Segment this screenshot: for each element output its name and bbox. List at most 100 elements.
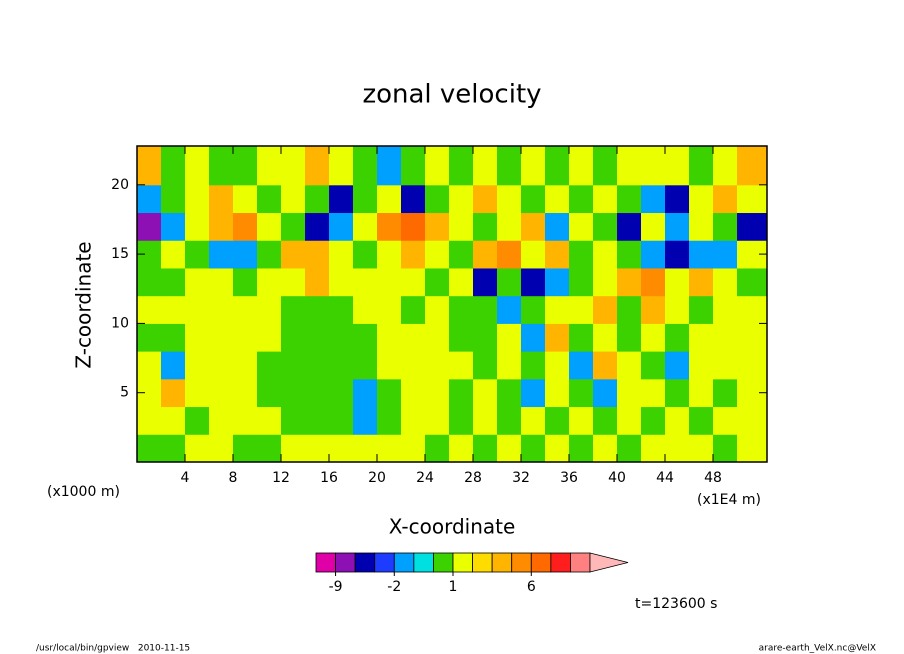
field-cell [377, 434, 402, 463]
field-cell [665, 146, 690, 186]
field-cell [425, 146, 450, 186]
field-cell [305, 434, 330, 463]
field-cell [161, 184, 186, 214]
field-cell [473, 212, 498, 241]
field-cell [401, 146, 426, 186]
field-cell [497, 146, 522, 186]
field-cell [569, 212, 594, 241]
field-cell [569, 295, 594, 324]
colorbar-segment [354, 552, 376, 573]
field-cell [665, 351, 690, 380]
field-cell [521, 184, 546, 214]
field-cell [449, 378, 474, 408]
field-cell [329, 295, 354, 324]
field-cell [617, 351, 642, 380]
field-cell [377, 323, 402, 352]
field-cell [257, 184, 282, 214]
field-cell [353, 406, 378, 435]
field-cell [689, 295, 714, 324]
field-cell [689, 212, 714, 241]
field-cell [209, 146, 234, 186]
field-cell [665, 184, 690, 214]
field-cell [233, 146, 258, 186]
field-cell [689, 240, 714, 269]
field-cell [401, 323, 426, 352]
field-cell [521, 295, 546, 324]
field-cell [641, 212, 666, 241]
field-cell [305, 146, 330, 186]
colorbar-segment [433, 552, 454, 573]
field-cell [281, 267, 306, 297]
field-cell [401, 406, 426, 435]
colorbar-segment [413, 552, 434, 573]
colorbar-segment [472, 552, 493, 573]
colorbar-tick-label: 1 [449, 579, 458, 595]
field-cell [161, 434, 186, 463]
field-cell [209, 267, 234, 297]
field-cell [473, 295, 498, 324]
field-cell [617, 323, 642, 352]
field-cell [233, 295, 258, 324]
field-cell [665, 267, 690, 297]
colorbar-segment [550, 552, 571, 573]
field-cell [593, 295, 618, 324]
field-cell [545, 406, 570, 435]
colorbar-segment [491, 552, 513, 573]
field-cell [425, 240, 450, 269]
field-cell [473, 406, 498, 435]
field-cell [353, 323, 378, 352]
field-cell [401, 295, 426, 324]
field-cell [497, 378, 522, 408]
field-cell [473, 184, 498, 214]
field-cell [689, 267, 714, 297]
field-cell [737, 434, 768, 463]
field-cell [209, 378, 234, 408]
field-cell [593, 240, 618, 269]
field-cell [713, 434, 738, 463]
field-cell [737, 295, 768, 324]
field-cell [305, 240, 330, 269]
field-cell [545, 212, 570, 241]
field-cell [569, 240, 594, 269]
x-tick-label: 16 [320, 470, 338, 486]
field-cell [161, 240, 186, 269]
field-cell [329, 434, 354, 463]
field-cell [713, 267, 738, 297]
colorbar-segment [315, 552, 336, 573]
field-cell [257, 295, 282, 324]
field-cell [353, 240, 378, 269]
field-cell [377, 184, 402, 214]
field-cell [137, 295, 162, 324]
field-cell [665, 406, 690, 435]
field-cell [329, 240, 354, 269]
field-cell [209, 351, 234, 380]
field-cell [665, 212, 690, 241]
field-cell [377, 240, 402, 269]
x-tick-label: 8 [229, 470, 238, 486]
field-cell [161, 351, 186, 380]
field-cell [641, 295, 666, 324]
field-cell [617, 240, 642, 269]
field-cell [257, 267, 282, 297]
field-cell [641, 323, 666, 352]
field-cell [641, 434, 666, 463]
field-cell [449, 146, 474, 186]
field-cell [161, 267, 186, 297]
field-cell [617, 267, 642, 297]
colorbar-segment [393, 552, 415, 573]
colorbar: -9 -2 1 6 [315, 552, 629, 595]
field-cell [305, 323, 330, 352]
field-cell [137, 267, 162, 297]
field-cell [713, 323, 738, 352]
field-cell [593, 323, 618, 352]
field-cell [737, 212, 768, 241]
x-tick-label: 40 [608, 470, 626, 486]
x-tick-label: 36 [560, 470, 578, 486]
field-cell [689, 351, 714, 380]
field-cell [161, 212, 186, 241]
field-cell [449, 406, 474, 435]
field-cell [569, 146, 594, 186]
field-cell [401, 184, 426, 214]
field-cell [137, 406, 162, 435]
field-cell [569, 434, 594, 463]
